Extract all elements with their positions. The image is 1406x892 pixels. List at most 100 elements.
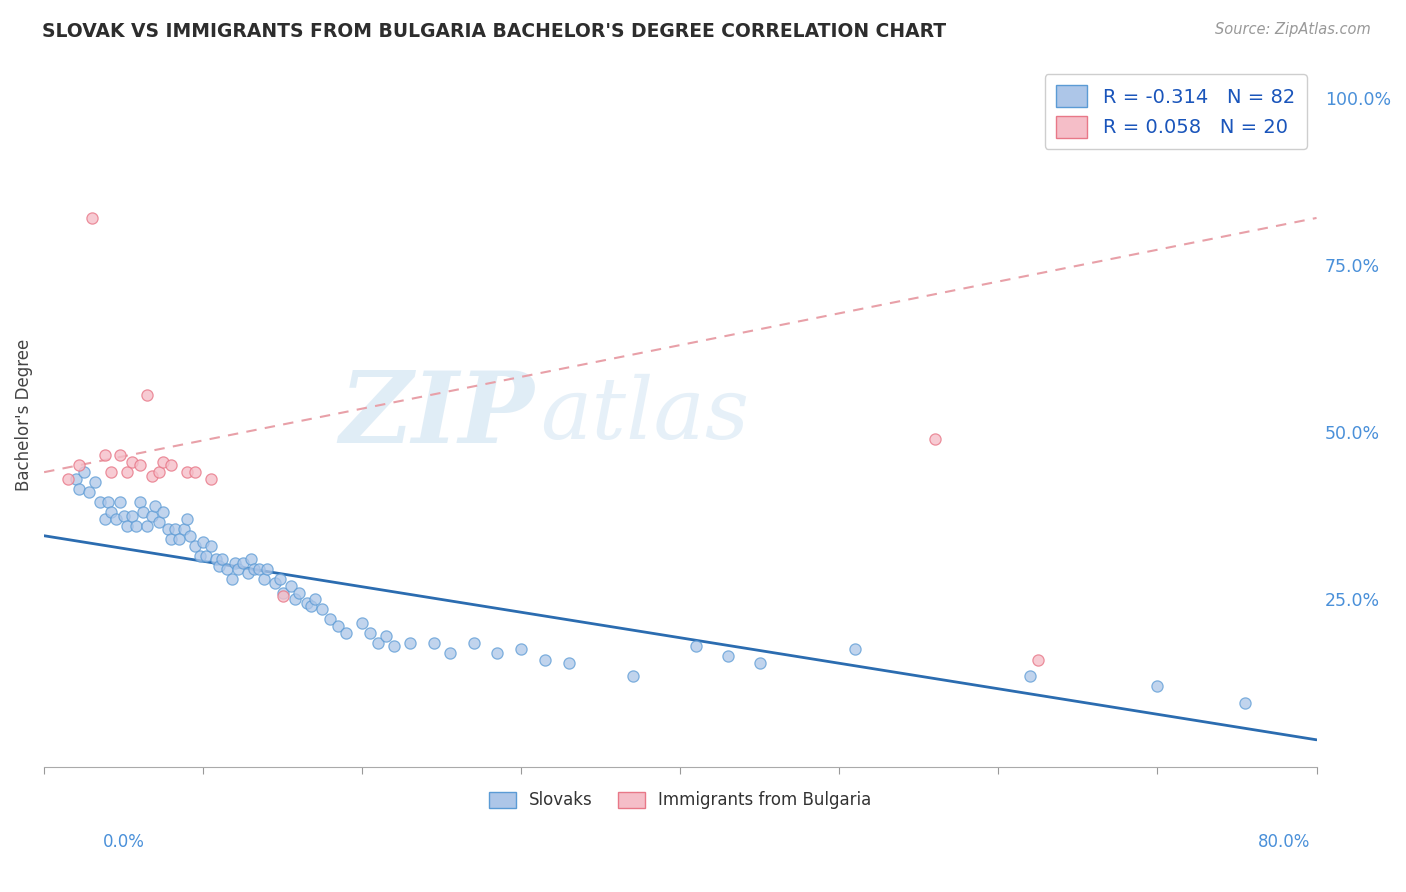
Point <box>1233 696 1256 710</box>
Point <box>319 612 342 626</box>
Point <box>73 465 96 479</box>
Text: SLOVAK VS IMMIGRANTS FROM BULGARIA BACHELOR'S DEGREE CORRELATION CHART: SLOVAK VS IMMIGRANTS FROM BULGARIA BACHE… <box>42 22 946 41</box>
Point <box>382 639 405 653</box>
Point <box>84 475 107 490</box>
Point <box>208 558 231 573</box>
Point <box>232 556 254 570</box>
Point <box>1026 652 1049 666</box>
Point <box>486 646 509 660</box>
Point <box>247 562 270 576</box>
Point <box>141 508 163 523</box>
Point <box>188 549 211 563</box>
Point <box>239 552 262 566</box>
Point <box>558 656 581 670</box>
Point <box>80 211 103 225</box>
Point <box>295 596 318 610</box>
Point <box>112 508 135 523</box>
Point <box>226 562 249 576</box>
Point <box>195 549 218 563</box>
Point <box>152 505 174 519</box>
Point <box>145 499 167 513</box>
Point <box>136 388 159 402</box>
Point <box>269 572 291 586</box>
Text: atlas: atlas <box>540 374 749 457</box>
Point <box>252 572 274 586</box>
Text: 0.0%: 0.0% <box>103 833 145 851</box>
Point <box>844 642 866 657</box>
Point <box>157 522 180 536</box>
Point <box>352 615 374 630</box>
Point <box>284 592 307 607</box>
Point <box>236 566 259 580</box>
Point <box>100 465 122 479</box>
Point <box>110 495 132 509</box>
Point <box>100 505 122 519</box>
Point <box>104 512 127 526</box>
Point <box>463 636 485 650</box>
Point <box>56 472 79 486</box>
Point <box>67 458 90 473</box>
Point <box>243 562 266 576</box>
Point <box>148 516 170 530</box>
Point <box>77 485 100 500</box>
Point <box>148 465 170 479</box>
Point <box>136 518 159 533</box>
Point <box>335 625 357 640</box>
Point <box>271 585 294 599</box>
Point <box>256 562 278 576</box>
Point <box>65 472 87 486</box>
Point <box>93 512 115 526</box>
Point <box>132 505 155 519</box>
Point <box>163 522 186 536</box>
Text: Source: ZipAtlas.com: Source: ZipAtlas.com <box>1215 22 1371 37</box>
Point <box>304 592 326 607</box>
Point <box>115 518 138 533</box>
Point <box>717 649 740 664</box>
Point <box>287 585 309 599</box>
Point <box>160 532 183 546</box>
Point <box>311 602 333 616</box>
Point <box>184 465 207 479</box>
Point <box>89 495 111 509</box>
Point <box>173 522 195 536</box>
Point <box>115 465 138 479</box>
Point <box>93 449 115 463</box>
Point <box>1146 679 1168 693</box>
Point <box>263 575 285 590</box>
Point <box>271 589 294 603</box>
Point <box>200 539 222 553</box>
Legend: Slovaks, Immigrants from Bulgaria: Slovaks, Immigrants from Bulgaria <box>482 784 877 816</box>
Point <box>924 432 946 446</box>
Point <box>685 639 707 653</box>
Point <box>224 556 246 570</box>
Point <box>367 636 389 650</box>
Point <box>169 532 191 546</box>
Point <box>215 562 238 576</box>
Point <box>221 572 243 586</box>
Point <box>128 495 150 509</box>
Point <box>160 458 183 473</box>
Point <box>184 539 207 553</box>
Point <box>141 468 163 483</box>
Point <box>191 535 214 549</box>
Point <box>399 636 422 650</box>
Point <box>439 646 461 660</box>
Point <box>110 449 132 463</box>
Point <box>423 636 446 650</box>
Point <box>280 579 302 593</box>
Point <box>125 518 148 533</box>
Point <box>211 552 233 566</box>
Text: 80.0%: 80.0% <box>1258 833 1310 851</box>
Point <box>152 455 174 469</box>
Point <box>121 508 143 523</box>
Point <box>1019 669 1042 683</box>
Point <box>176 465 198 479</box>
Point <box>176 512 198 526</box>
Point <box>179 529 201 543</box>
Point <box>375 629 398 643</box>
Point <box>299 599 322 613</box>
Y-axis label: Bachelor's Degree: Bachelor's Degree <box>15 339 32 491</box>
Point <box>328 619 350 633</box>
Point <box>510 642 533 657</box>
Point <box>359 625 381 640</box>
